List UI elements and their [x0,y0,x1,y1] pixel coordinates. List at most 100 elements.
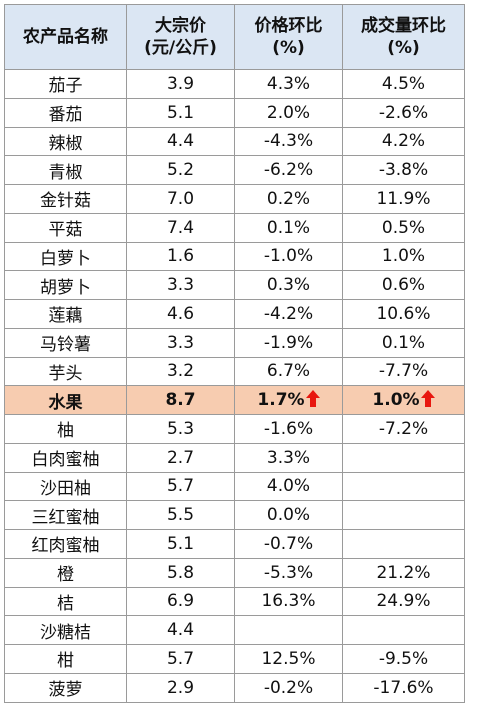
volume-mom-cell-text: 1.0% [381,246,426,267]
bulk-price-cell: 4.4 [126,126,235,157]
bulk-price-cell-text: 5.7 [166,648,195,669]
up-arrow-icon [305,390,320,408]
table-row: 桔 6.9 16.3% 24.9% [4,586,465,617]
product-name-cell: 红肉蜜柚 [4,529,127,559]
bulk-price-cell: 5.3 [126,414,235,444]
volume-mom-cell [342,615,465,645]
price-mom-cell: -5.3% [234,557,343,588]
volume-mom-cell: -7.7% [342,356,465,387]
price-mom-cell: -4.3% [234,126,343,157]
table-row: 柑 5.7 12.5% -9.5% [4,644,465,674]
volume-mom-cell-text: 4.5% [381,73,426,94]
volume-mom-cell: 4.2% [342,126,465,157]
product-name-cell: 白肉蜜柚 [4,442,127,473]
volume-mom-cell-text: -7.7% [378,361,429,382]
bulk-price-cell-text: 7.4 [166,217,195,238]
bulk-price-cell-text: 4.6 [166,303,195,324]
bulk-price-cell: 7.0 [126,184,235,214]
price-mom-cell-text: 0.2% [266,188,311,209]
table-row: 芋头 3.2 6.7% -7.7% [4,356,465,387]
bulk-price-cell: 6.9 [126,586,235,617]
table-row: 沙糖桔 4.4 [4,615,465,645]
volume-mom-cell-text: 11.9% [376,188,431,209]
volume-mom-cell: -2.6% [342,97,465,128]
table-row: 橙 5.8 -5.3% 21.2% [4,557,465,588]
product-name-cell: 柑 [4,644,127,674]
bulk-price-cell: 5.1 [126,529,235,559]
volume-mom-cell: 11.9% [342,184,465,214]
price-mom-cell-text: 4.0% [266,476,311,497]
volume-mom-cell-text: -2.6% [378,102,429,123]
price-mom-cell: 1.7% [234,385,343,415]
bulk-price-cell: 4.4 [126,615,235,645]
volume-mom-cell [342,471,465,502]
volume-mom-cell: 0.1% [342,327,465,358]
product-name-cell-text: 红肉蜜柚 [31,536,100,557]
product-name-cell-text: 白萝卜 [40,248,91,269]
bulk-price-cell: 3.3 [126,270,235,300]
price-mom-cell: 0.2% [234,184,343,214]
product-name-cell-text: 马铃薯 [40,335,91,356]
product-name-cell-text: 莲藕 [48,306,83,327]
volume-mom-cell-text: -3.8% [378,160,429,181]
price-mom-cell: -1.0% [234,241,343,272]
price-mom-cell-text: 2.0% [266,102,311,123]
price-mom-cell-text: 3.3% [266,447,311,468]
table-row: 水果 8.7 1.7% 1.0% [4,385,465,415]
product-name-cell-text: 柑 [57,651,74,672]
product-name-cell: 马铃薯 [4,327,127,358]
bulk-price-cell-text: 2.7 [166,447,195,468]
price-mom-cell: 2.0% [234,97,343,128]
bulk-price-cell: 5.7 [126,471,235,502]
bulk-price-cell-text: 3.2 [166,361,195,382]
product-name-cell-text: 三红蜜柚 [31,507,100,528]
product-name-cell: 柚 [4,414,127,444]
bulk-price-cell-text: 4.4 [166,131,195,152]
volume-mom-cell-text: 4.2% [381,131,426,152]
table-row: 马铃薯 3.3 -1.9% 0.1% [4,327,465,358]
table-row: 茄子 3.9 4.3% 4.5% [4,69,465,99]
price-mom-cell-text: 0.1% [266,217,311,238]
bulk-price-cell: 3.9 [126,69,235,99]
price-mom-cell-text: -1.0% [263,246,314,267]
volume-mom-cell [342,442,465,473]
product-name-cell-text: 芋头 [48,363,83,384]
bulk-price-cell: 5.5 [126,500,235,530]
table-row: 金针菇 7.0 0.2% 11.9% [4,184,465,214]
price-mom-cell: 6.7% [234,356,343,387]
price-mom-cell-text: -1.6% [263,418,314,439]
product-name-cell-text: 茄子 [48,76,83,97]
bulk-price-cell-text: 5.8 [166,562,195,583]
volume-mom-cell-text: 1.0% [372,390,420,411]
bulk-price-cell-text: 2.9 [166,677,195,698]
product-name-cell-text: 胡萝卜 [40,277,91,298]
header-product-name: 农产品名称 [4,4,127,70]
up-arrow-icon [420,390,435,408]
price-mom-cell-text: 4.3% [266,73,311,94]
volume-mom-cell: -9.5% [342,644,465,674]
price-mom-cell: -0.2% [234,672,343,703]
price-mom-cell: -6.2% [234,155,343,185]
product-name-cell-text: 桔 [57,593,74,614]
bulk-price-cell: 5.2 [126,155,235,185]
volume-mom-cell: 0.6% [342,270,465,300]
product-name-cell-text: 沙田柚 [40,478,91,499]
price-mom-cell: 12.5% [234,644,343,674]
bulk-price-cell-text: 5.5 [166,505,195,526]
volume-mom-cell-text: -9.5% [378,648,429,669]
bulk-price-cell-text: 4.4 [166,620,195,641]
product-name-cell-text: 水果 [48,392,83,413]
volume-mom-cell-text: 10.6% [376,303,431,324]
price-mom-cell-text: -4.2% [263,303,314,324]
product-name-cell: 平菇 [4,212,127,243]
bulk-price-cell-text: 3.3 [166,332,195,353]
volume-mom-cell-text: 0.1% [381,332,426,353]
price-mom-cell: 3.3% [234,442,343,473]
price-mom-cell-text: -6.2% [263,160,314,181]
bulk-price-cell: 2.9 [126,672,235,703]
price-mom-cell-text: 12.5% [261,648,316,669]
product-name-cell-text: 番茄 [48,105,83,126]
volume-mom-cell: 1.0% [342,241,465,272]
product-name-cell: 番茄 [4,97,127,128]
volume-mom-cell-text: -17.6% [373,677,434,698]
